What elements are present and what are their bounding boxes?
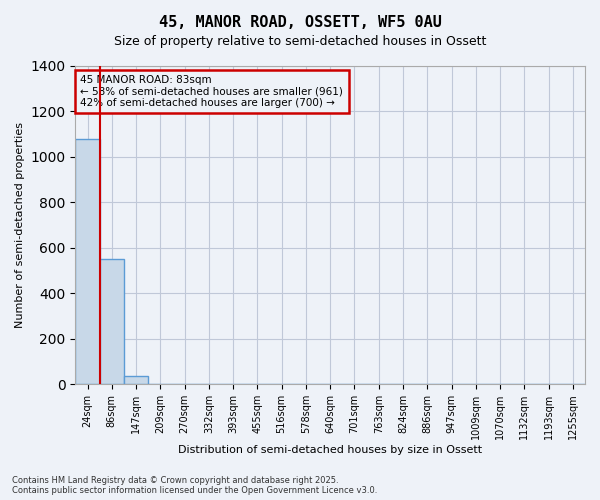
Bar (76, 140, 100, 384)
Bar (124, 376, 148, 384)
Text: Contains HM Land Registry data © Crown copyright and database right 2025.
Contai: Contains HM Land Registry data © Crown c… (12, 476, 377, 495)
Bar (100, 259, 124, 384)
Text: 45, MANOR ROAD, OSSETT, WF5 0AU: 45, MANOR ROAD, OSSETT, WF5 0AU (158, 15, 442, 30)
X-axis label: Distribution of semi-detached houses by size in Ossett: Distribution of semi-detached houses by … (178, 445, 482, 455)
Text: Size of property relative to semi-detached houses in Ossett: Size of property relative to semi-detach… (114, 35, 486, 48)
Y-axis label: Number of semi-detached properties: Number of semi-detached properties (15, 122, 25, 328)
Text: 45 MANOR ROAD: 83sqm
← 58% of semi-detached houses are smaller (961)
42% of semi: 45 MANOR ROAD: 83sqm ← 58% of semi-detac… (80, 75, 343, 108)
